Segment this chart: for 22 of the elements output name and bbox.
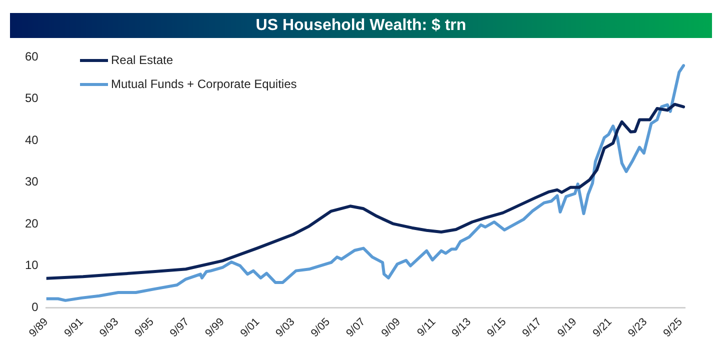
x-tick-label: 9/13: [450, 316, 474, 340]
x-tick-label: 9/89: [26, 316, 51, 340]
legend-label: Real Estate: [111, 53, 174, 67]
x-tick-label: 9/23: [626, 316, 650, 340]
x-tick-label: 9/93: [97, 316, 122, 340]
y-tick-label: 30: [24, 174, 39, 189]
y-tick-label: 0: [32, 300, 39, 314]
x-tick-label: 9/91: [62, 316, 86, 340]
x-tick-label: 9/21: [590, 316, 614, 340]
y-tick-label: 50: [24, 91, 39, 106]
x-tick-label: 9/19: [556, 316, 580, 340]
x-tick-label: 9/01: [238, 316, 262, 340]
y-tick-label: 60: [24, 50, 39, 64]
y-tick-label: 10: [24, 258, 39, 272]
y-tick-label: 20: [24, 216, 39, 230]
chart-title: US Household Wealth: $ trn: [10, 13, 712, 38]
y-tick-label: 40: [24, 132, 39, 147]
legend-label: Mutual Funds + Corporate Equities: [111, 77, 297, 91]
x-tick-label: 9/09: [379, 316, 403, 340]
x-tick-label: 9/11: [415, 316, 438, 340]
x-tick-label: 9/03: [274, 316, 298, 340]
x-tick-label: 9/99: [203, 316, 227, 340]
